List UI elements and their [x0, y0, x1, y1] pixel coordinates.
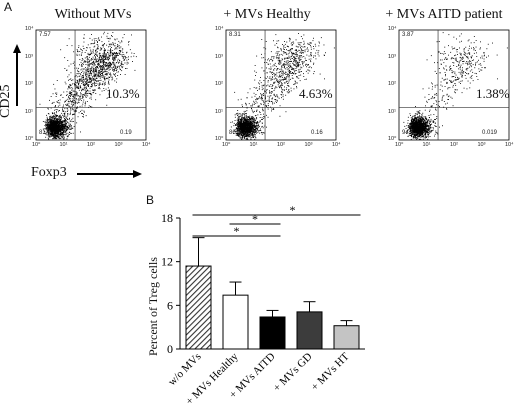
flow-plot-3-lr: 0.019 — [482, 130, 498, 136]
flow-plot-3-xtick: 10² — [450, 142, 458, 148]
flow-plot-3-title: + MVs AITD patient — [385, 7, 503, 22]
flow-plot-1-xtick: 10⁴ — [142, 142, 151, 148]
flow-plot-2-xtick: 10² — [277, 142, 285, 148]
bar-0 — [185, 265, 212, 350]
flow-plot-1-lr: 0.19 — [120, 130, 132, 136]
flow-plot-2-title: + MVs Healthy — [223, 7, 311, 22]
bar-1 — [222, 294, 249, 350]
flow-plot-1-ytick: 10³ — [25, 53, 33, 60]
bar-2 — [259, 316, 286, 350]
flow-plot-2-xtick: 10¹ — [249, 142, 258, 148]
flow-plot-2-percent: 4.63% — [299, 86, 333, 101]
flow-plot-1-ytick: 10² — [25, 81, 33, 87]
category-label-3: + MVs GD — [271, 351, 315, 395]
significance-star-2: * — [290, 203, 296, 217]
foxp3-arrow-icon — [77, 170, 142, 178]
flow-plot-1-ytick: 10⁴ — [25, 26, 34, 32]
flow-plot-3-xtick: 10³ — [477, 142, 486, 148]
flow-plot-3-ytick: 10³ — [388, 53, 396, 60]
flow-plot-1-percent: 10.3% — [106, 86, 140, 101]
flow-plot-3-canvas — [398, 29, 510, 141]
y-tick-label: 12 — [161, 255, 173, 269]
flow-plot-3-ytick: 10⁴ — [388, 26, 397, 32]
flow-plot-3-ytick: 10⁰ — [388, 136, 397, 142]
panel-a-letter: A — [4, 0, 13, 14]
flow-plot-1-xtick: 10² — [87, 142, 95, 148]
flow-plot-3-xtick: 10¹ — [422, 142, 431, 148]
foxp3-axis-label: Foxp3 — [31, 165, 67, 180]
flow-plot-1-xtick: 10⁰ — [32, 142, 41, 148]
category-label-4: + MVs HT — [309, 350, 352, 393]
flow-plot-2-ytick: 10⁴ — [215, 26, 224, 32]
panel-b-letter: B — [146, 193, 155, 207]
flow-plot-3-ytick: 10¹ — [388, 108, 396, 115]
flow-plot-2-ytick: 10² — [215, 81, 223, 87]
flow-plot-1 — [35, 29, 147, 141]
flow-plot-2-xtick: 10⁴ — [332, 142, 341, 148]
flow-plot-3-ytick: 10² — [388, 81, 396, 87]
flow-plot-1-ll: 81.9 — [39, 130, 51, 136]
flow-plot-2-ytick: 10⁰ — [215, 136, 224, 142]
flow-events — [403, 32, 508, 140]
bar-4 — [333, 325, 360, 350]
flow-plot-1-title: Without MVs — [54, 7, 132, 22]
flow-plot-3-ll: 94.7 — [402, 130, 414, 136]
flow-plot-1-ytick: 10⁰ — [25, 136, 34, 142]
flow-plot-1-canvas — [35, 29, 147, 141]
y-tick-label: 18 — [161, 211, 173, 225]
flow-plot-2-canvas — [225, 29, 337, 141]
flow-plot-1-xtick: 10¹ — [59, 142, 68, 148]
flow-plot-3-xtick: 10⁰ — [395, 142, 404, 148]
y-tick-label: 6 — [167, 298, 173, 312]
flow-plot-2-lr: 0.16 — [311, 130, 323, 136]
flow-plot-1-ul: 7.57 — [39, 32, 51, 38]
category-label-0: w/o MVs — [166, 351, 204, 389]
significance-star-0: * — [234, 224, 240, 238]
significance-star-1: * — [252, 212, 258, 226]
flow-plot-2-ytick: 10¹ — [215, 108, 223, 115]
flow-plot-2-xtick: 10³ — [304, 142, 313, 148]
flow-plot-3-percent: 1.38% — [476, 86, 510, 101]
flow-plot-1-xtick: 10³ — [114, 142, 123, 148]
flow-plot-2-ytick: 10³ — [215, 53, 223, 60]
bar-3 — [296, 311, 323, 350]
flow-plot-2-xtick: 10⁰ — [222, 142, 231, 148]
flow-events — [230, 33, 335, 140]
flow-plot-3 — [398, 29, 510, 141]
flow-plot-3-ul: 3.87 — [402, 32, 414, 38]
y-tick-label: 0 — [167, 342, 173, 356]
flow-plot-3-xtick: 10⁴ — [505, 142, 514, 148]
flow-plot-2-ul: 8.31 — [229, 32, 241, 38]
flow-plot-1-ytick: 10¹ — [25, 108, 33, 115]
flow-events — [39, 31, 137, 140]
cd25-arrow-icon — [13, 44, 21, 106]
flow-plot-2-ll: 86.9 — [229, 130, 241, 136]
flow-plot-2 — [225, 29, 337, 141]
